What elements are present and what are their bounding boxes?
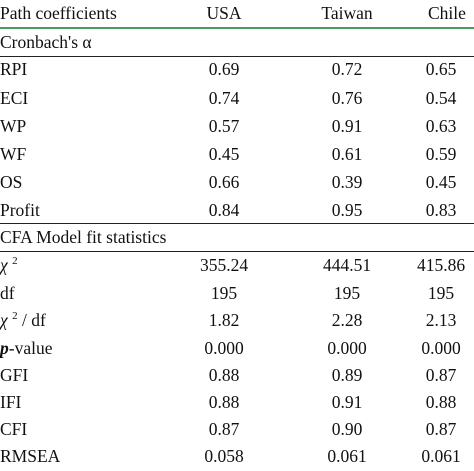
row-label: p-value [0, 333, 52, 363]
column-header-chile: Chile [428, 3, 466, 23]
cell-usa: 0.88 [208, 392, 240, 412]
section-divider [0, 223, 474, 224]
cell-taiwan: 2.28 [331, 310, 363, 330]
cell-chile: 0.88 [425, 392, 457, 412]
cell-chile: 0.65 [425, 59, 457, 79]
cell-usa: 195 [210, 283, 238, 303]
section-title-cfa: CFA Model fit statistics [0, 227, 167, 247]
table-row: OS 0.66 0.39 0.45 [0, 167, 474, 197]
cell-taiwan: 0.91 [331, 392, 363, 412]
column-header-usa: USA [206, 3, 242, 23]
cell-usa: 0.57 [208, 116, 240, 136]
cell-chile: 0.59 [425, 144, 457, 164]
label-suffix: / df [17, 310, 46, 330]
table-row: IFI 0.88 0.91 0.88 [0, 387, 474, 417]
cell-taiwan: 0.39 [331, 172, 363, 192]
cell-chile: 0.061 [421, 446, 461, 466]
section-title-row: CFA Model fit statistics [0, 222, 474, 252]
row-label: df [0, 283, 15, 303]
cell-chile: 0.83 [425, 200, 457, 220]
cell-taiwan: 0.61 [331, 144, 363, 164]
table-row: df 195 195 195 [0, 278, 474, 308]
table-row: χ 2 355.24 444.51 415.86 [0, 250, 474, 280]
row-label: RMSEA [0, 446, 61, 466]
table-row: Profit 0.84 0.95 0.83 [0, 195, 474, 225]
header-label: Path coefficients [0, 3, 117, 23]
row-label: GFI [0, 365, 29, 385]
row-label: IFI [0, 392, 22, 412]
section-divider [0, 56, 474, 57]
cell-usa: 0.058 [204, 446, 244, 466]
p-symbol: p [0, 338, 9, 358]
cell-chile: 195 [427, 283, 455, 303]
row-label: WF [0, 144, 27, 164]
cell-taiwan: 0.72 [331, 59, 363, 79]
row-label: WP [0, 116, 27, 136]
section-divider [0, 251, 474, 252]
row-label: χ 2 / df [0, 305, 46, 335]
cell-taiwan: 444.51 [322, 255, 372, 275]
table-row: GFI 0.88 0.89 0.87 [0, 360, 474, 390]
cell-usa: 355.24 [199, 255, 249, 275]
column-header-taiwan: Taiwan [321, 3, 373, 23]
table-row: ECI 0.74 0.76 0.54 [0, 83, 474, 113]
cell-chile: 0.54 [425, 88, 457, 108]
table-row: p-value 0.000 0.000 0.000 [0, 333, 474, 363]
cell-taiwan: 195 [333, 283, 361, 303]
cell-usa: 0.45 [208, 144, 240, 164]
cell-taiwan: 0.90 [331, 419, 363, 439]
cell-chile: 0.000 [421, 338, 461, 358]
cell-taiwan: 0.91 [331, 116, 363, 136]
section-title-cronbach: Cronbach's α [0, 32, 92, 52]
label-suffix: -value [8, 338, 53, 358]
cell-usa: 0.66 [208, 172, 240, 192]
cell-usa: 0.000 [204, 338, 244, 358]
table-row: RMSEA 0.058 0.061 0.061 [0, 441, 474, 471]
cell-chile: 415.86 [416, 255, 466, 275]
cell-usa: 0.84 [208, 200, 240, 220]
cell-chile: 0.63 [425, 116, 457, 136]
row-label: OS [0, 172, 23, 192]
superscript: 2 [12, 310, 18, 322]
row-label: RPI [0, 59, 28, 79]
table-row: CFI 0.87 0.90 0.87 [0, 414, 474, 444]
table-row: RPI 0.69 0.72 0.65 [0, 54, 474, 84]
cell-usa: 0.88 [208, 365, 240, 385]
header-divider [0, 27, 474, 29]
cell-usa: 0.87 [208, 419, 240, 439]
cell-taiwan: 0.76 [331, 88, 363, 108]
cell-taiwan: 0.061 [327, 446, 367, 466]
cell-chile: 0.45 [425, 172, 457, 192]
cell-chile: 0.87 [425, 365, 457, 385]
cell-taiwan: 0.95 [331, 200, 363, 220]
chi-symbol: χ [0, 310, 8, 330]
cell-usa: 0.74 [208, 88, 240, 108]
table-row: χ 2 / df 1.82 2.28 2.13 [0, 305, 474, 335]
cell-taiwan: 0.000 [327, 338, 367, 358]
cell-usa: 0.69 [208, 59, 240, 79]
superscript: 2 [12, 255, 18, 267]
table-row: WP 0.57 0.91 0.63 [0, 111, 474, 141]
row-label: CFI [0, 419, 28, 439]
cell-taiwan: 0.89 [331, 365, 363, 385]
section-title-row: Cronbach's α [0, 27, 474, 57]
cell-chile: 0.87 [425, 419, 457, 439]
table-header-row: Path coefficients USA Taiwan Chile [0, 0, 474, 28]
row-label: ECI [0, 88, 29, 108]
table-row: WF 0.45 0.61 0.59 [0, 139, 474, 169]
row-label: χ 2 [0, 250, 18, 280]
chi-symbol: χ [0, 255, 8, 275]
cell-chile: 2.13 [425, 310, 457, 330]
row-label: Profit [0, 200, 40, 220]
cell-usa: 1.82 [208, 310, 240, 330]
